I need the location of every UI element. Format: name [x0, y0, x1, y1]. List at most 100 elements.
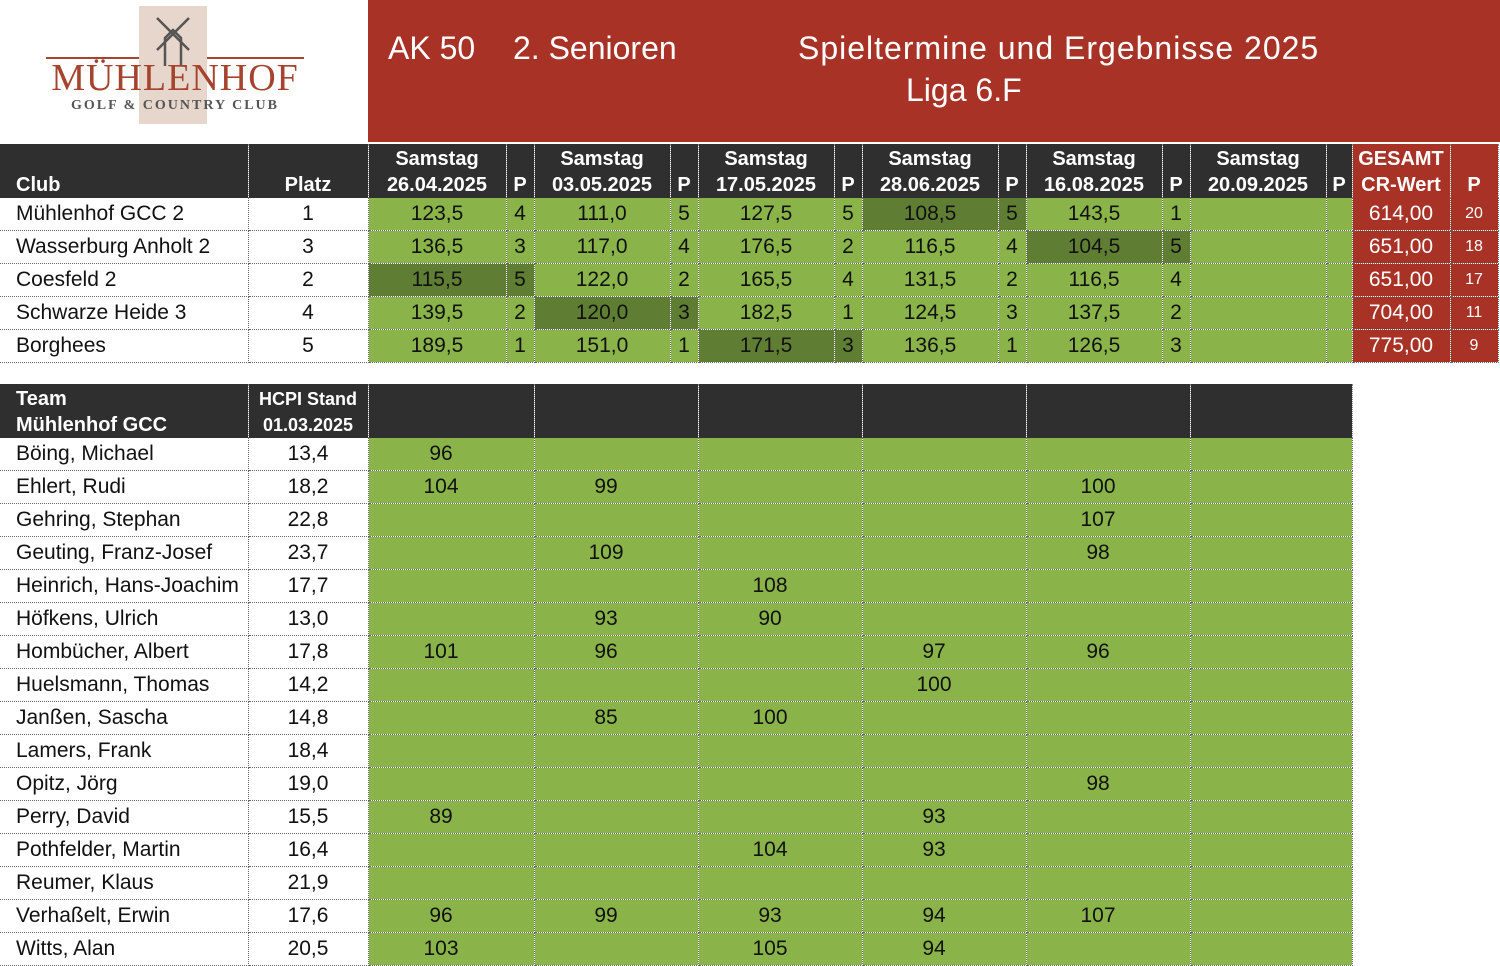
player-name: Lamers, Frank [0, 734, 249, 768]
total-cr-value: 614,00 [1352, 198, 1451, 231]
player-round-score: 99 [534, 899, 699, 933]
player-round-score: 89 [368, 800, 535, 834]
round-score: 124,5 [862, 296, 999, 330]
title-band: AK 50 2. Senioren Spieltermine und Ergeb… [368, 0, 1500, 142]
player-row: Böing, Michael 13,4 96 [0, 438, 1353, 471]
player-round-score [862, 734, 1027, 768]
standings-row: Mühlenhof GCC 2 1 123,5 4 111,0 5 127,5 5 108,5 5… [0, 198, 1499, 231]
player-round-score [1190, 668, 1353, 702]
logo-rule-right [207, 57, 304, 59]
player-name: Höfkens, Ulrich [0, 602, 249, 636]
round-score: 115,5 [368, 263, 507, 297]
club-name: Coesfeld 2 [0, 263, 249, 297]
player-hcpi: 17,8 [248, 635, 369, 669]
player-round-score: 98 [1026, 536, 1191, 570]
player-round-score [1026, 602, 1191, 636]
player-round-score [1190, 899, 1353, 933]
player-row: Hombücher, Albert 17,8 101 96 97 96 [0, 635, 1353, 669]
player-round-score [534, 503, 699, 537]
round-score: 137,5 [1026, 296, 1163, 330]
round-points: 5 [998, 198, 1027, 231]
total-points: 20 [1450, 198, 1499, 231]
player-round-score [1026, 734, 1191, 768]
player-round-score [698, 767, 863, 801]
player-hcpi: 13,0 [248, 602, 369, 636]
standings-row: Wasserburg Anholt 2 3 136,5 3 117,0 4 176,5 2 11… [0, 230, 1499, 264]
player-round-score: 108 [698, 569, 863, 603]
col-platz-header: Platz [248, 144, 369, 198]
player-round-score [368, 767, 535, 801]
player-round-score: 101 [368, 635, 535, 669]
round-col-header [1190, 384, 1353, 438]
standings-row: Coesfeld 2 2 115,5 5 122,0 2 165,5 4 131,5 2 116,5… [0, 263, 1499, 297]
player-round-score [1026, 701, 1191, 735]
round-score: 143,5 [1026, 198, 1163, 231]
round-points: 1 [670, 329, 699, 363]
player-row: Janßen, Sascha 14,8 85 100 [0, 701, 1353, 735]
col-club-header: Club [0, 144, 249, 198]
player-round-score [1190, 701, 1353, 735]
player-name: Opitz, Jörg [0, 767, 249, 801]
round-header: Samstag 20.09.2025 [1190, 144, 1327, 198]
player-hcpi: 18,2 [248, 470, 369, 504]
player-round-score [698, 503, 863, 537]
player-name: Huelsmann, Thomas [0, 668, 249, 702]
total-header: GESAMT CR-Wert [1352, 144, 1451, 198]
total-cr-value: 651,00 [1352, 263, 1451, 297]
round-p-header: P [1162, 144, 1191, 198]
player-round-score [534, 438, 699, 471]
league-label: Liga 6.F [906, 72, 1022, 108]
player-round-score [368, 569, 535, 603]
player-round-score [534, 734, 699, 768]
player-round-score: 93 [698, 899, 863, 933]
player-round-score [368, 503, 535, 537]
player-round-score [862, 701, 1027, 735]
club-name: Wasserburg Anholt 2 [0, 230, 249, 264]
round-score: 123,5 [368, 198, 507, 231]
round-score [1190, 329, 1327, 363]
player-round-score [862, 866, 1027, 900]
player-hcpi: 14,8 [248, 701, 369, 735]
player-round-score [698, 734, 863, 768]
round-points: 4 [670, 230, 699, 264]
player-hcpi: 13,4 [248, 438, 369, 471]
round-col-header [862, 384, 1027, 438]
player-round-score [368, 536, 535, 570]
team-label: 2. Senioren [513, 30, 677, 66]
player-hcpi: 14,2 [248, 668, 369, 702]
player-round-score: 100 [862, 668, 1027, 702]
player-round-score [1026, 800, 1191, 834]
club-name: Mühlenhof GCC 2 [0, 198, 249, 231]
player-round-score: 85 [534, 701, 699, 735]
player-round-score [698, 866, 863, 900]
round-header: Samstag 28.06.2025 [862, 144, 999, 198]
age-class: AK 50 [388, 30, 476, 66]
player-name: Reumer, Klaus [0, 866, 249, 900]
player-round-score [1026, 438, 1191, 471]
player-round-score [1026, 866, 1191, 900]
player-round-score [1190, 503, 1353, 537]
total-points-header: P [1450, 144, 1499, 198]
player-round-score: 90 [698, 602, 863, 636]
player-round-score [698, 438, 863, 471]
player-name: Pothfelder, Martin [0, 833, 249, 867]
round-p-header: P [998, 144, 1027, 198]
round-header: Samstag 17.05.2025 [698, 144, 835, 198]
player-round-score: 103 [368, 932, 535, 966]
round-score: 104,5 [1026, 230, 1163, 264]
round-points [1326, 198, 1353, 231]
round-points: 2 [506, 296, 535, 330]
round-score: 171,5 [698, 329, 835, 363]
total-cr-value: 704,00 [1352, 296, 1451, 330]
standings-row: Borghees 5 189,5 1 151,0 1 171,5 3 136,5 1 126,5 3 7… [0, 329, 1499, 363]
player-name: Perry, David [0, 800, 249, 834]
player-round-score: 104 [698, 833, 863, 867]
player-round-score [1190, 767, 1353, 801]
player-round-score [1190, 800, 1353, 834]
club-logo: MÜHLENHOF GOLF & COUNTRY CLUB [0, 0, 368, 142]
player-round-score [534, 767, 699, 801]
player-hcpi: 17,6 [248, 899, 369, 933]
player-round-score: 96 [368, 899, 535, 933]
player-round-score [1190, 932, 1353, 966]
player-round-score [534, 800, 699, 834]
